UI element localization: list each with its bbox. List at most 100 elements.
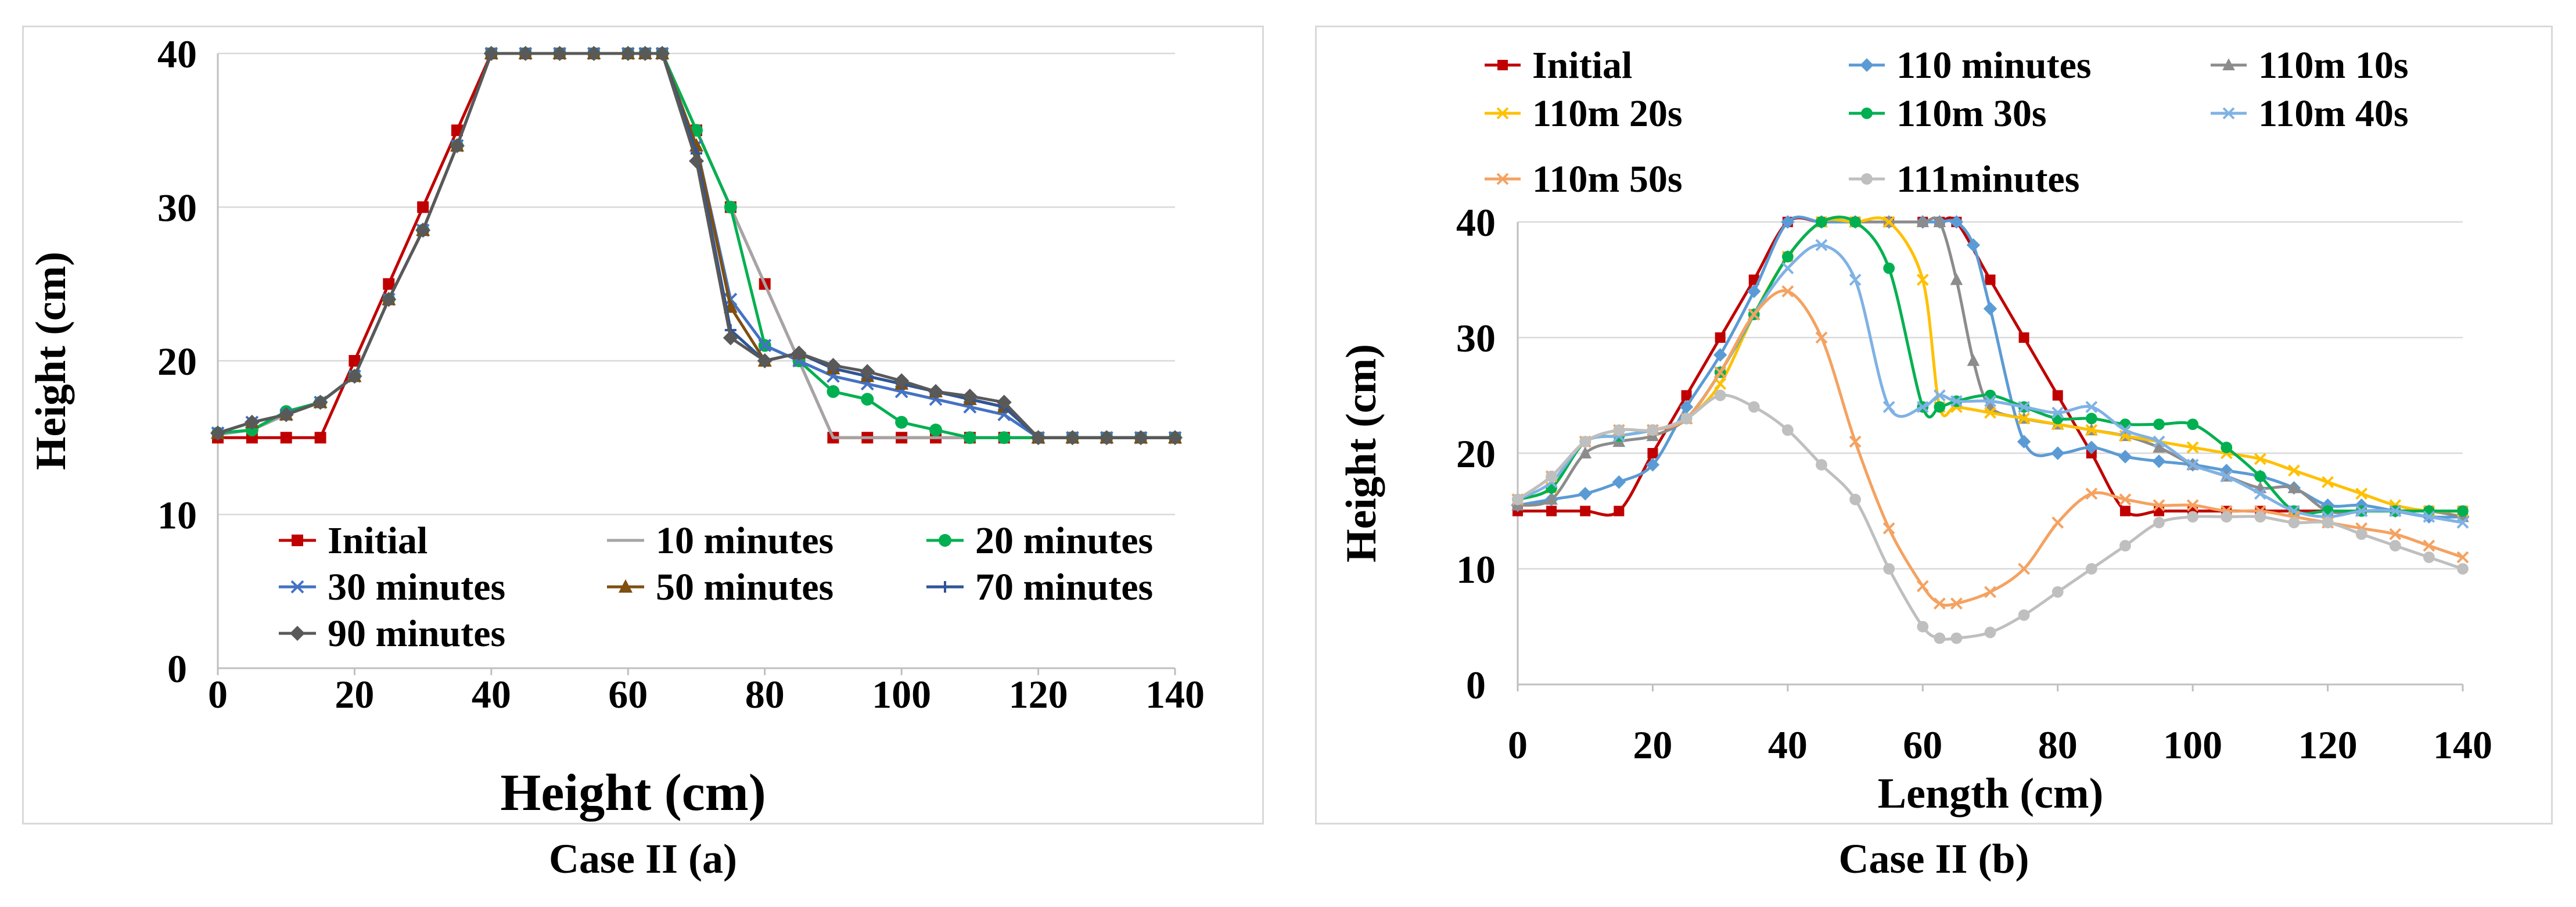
legend-swatch-marker (1861, 173, 1873, 185)
data-point (2052, 413, 2064, 425)
data-point (2017, 435, 2031, 449)
legend-swatch-marker (619, 579, 633, 593)
data-point (2287, 481, 2301, 493)
data-point (1916, 274, 1929, 286)
data-point (997, 431, 1011, 444)
data-point (1882, 522, 1895, 535)
data-point (347, 368, 362, 384)
legend-entry: 70 minutes (926, 566, 1153, 608)
y-tick-label: 40 (1456, 200, 1496, 245)
data-point (1967, 354, 1980, 366)
data-point (2153, 517, 2165, 529)
data-point (278, 407, 294, 422)
legend-label: 50 minutes (656, 566, 833, 608)
legend-label: 111minutes (1896, 158, 2079, 200)
data-point (655, 46, 670, 61)
data-point (1950, 632, 1963, 644)
data-point (1882, 216, 1895, 228)
data-point (1916, 580, 1929, 593)
data-point (2052, 390, 2063, 401)
data-point (1933, 215, 1946, 227)
data-point (1748, 401, 1760, 413)
data-point (2118, 450, 2132, 464)
data-point (2186, 458, 2199, 471)
series-line (1517, 216, 2463, 513)
data-point (1883, 563, 1895, 575)
legend-swatch-marker (290, 580, 304, 594)
data-point (2186, 441, 2199, 454)
series-110m-30s (1512, 216, 2469, 517)
data-point (996, 395, 1012, 410)
x-axis-title: Length (cm) (1878, 770, 2103, 818)
y-tick-label: 30 (157, 186, 197, 230)
legend-entry: Initial (279, 519, 427, 562)
legend-entry: 20 minutes (926, 519, 1153, 562)
y-tick-label: 10 (157, 493, 197, 537)
data-point (1816, 459, 1827, 471)
legend-swatch-marker (290, 626, 305, 641)
data-point (312, 395, 328, 410)
data-point (2322, 476, 2334, 489)
series-110m-10s (1511, 215, 2469, 522)
data-point (1950, 273, 1963, 285)
data-point (1916, 400, 1929, 413)
series-initial (1512, 216, 2468, 517)
x-tick-label: 120 (1009, 672, 1068, 716)
data-point (2288, 464, 2300, 477)
legend-swatch-marker (2222, 107, 2235, 120)
data-point (2254, 487, 2266, 500)
data-point (1546, 470, 1558, 482)
legend-swatch-marker (1496, 173, 1509, 185)
data-point (2322, 517, 2334, 529)
x-tick-label: 60 (1903, 723, 1942, 767)
x-tick-label: 140 (1145, 672, 1205, 716)
legend-swatch-marker (939, 534, 951, 547)
legend-entry: 110m 30s (1849, 92, 2047, 135)
data-point (1984, 406, 1996, 419)
data-point (1681, 390, 1692, 401)
data-point (2254, 511, 2266, 523)
x-tick-label: 100 (872, 672, 931, 716)
data-point (1679, 400, 1694, 414)
data-point (2423, 511, 2435, 523)
legend-swatch-marker (1496, 107, 1509, 120)
series-line (1518, 216, 2463, 517)
chart-a: 0 10 20 30 40 0 20 40 60 80 100 120 140 Height (cm) He… (27, 32, 1205, 822)
x-tick-label: 40 (1768, 723, 1808, 767)
series-line (218, 52, 1175, 439)
data-point (1882, 400, 1895, 413)
data-point (1545, 492, 1558, 505)
y-tick-label: 40 (157, 32, 197, 76)
data-point (417, 201, 429, 213)
data-point (1614, 506, 1625, 517)
legend-entry: 30 minutes (279, 566, 505, 608)
data-point (1983, 302, 1997, 316)
x-tick-label: 20 (335, 672, 374, 716)
data-point (2085, 440, 2099, 454)
data-point (2355, 487, 2368, 500)
data-point (963, 431, 976, 444)
y-tick-label: 20 (157, 339, 197, 383)
data-point (1781, 215, 1795, 229)
data-point (1984, 586, 1996, 598)
data-point (2085, 424, 2098, 436)
series-30-minutes (211, 46, 1182, 444)
data-point (1984, 395, 1996, 407)
data-point (1065, 430, 1080, 446)
y-tick-label: 20 (1456, 432, 1496, 476)
legend-label: 110m 40s (2258, 92, 2409, 135)
data-point (2423, 551, 2435, 563)
series-110m-20s (1511, 216, 2469, 517)
data-point (2119, 424, 2132, 436)
legend-entry: 90 minutes (279, 612, 505, 655)
data-point (1950, 395, 1963, 407)
series-line (217, 52, 1175, 439)
data-point (1647, 424, 1659, 436)
data-point (1748, 308, 1761, 321)
data-point (1984, 389, 1996, 401)
data-point (1849, 435, 1862, 448)
data-point (1099, 430, 1115, 446)
data-point (2085, 400, 2098, 413)
data-point (1612, 475, 1626, 489)
